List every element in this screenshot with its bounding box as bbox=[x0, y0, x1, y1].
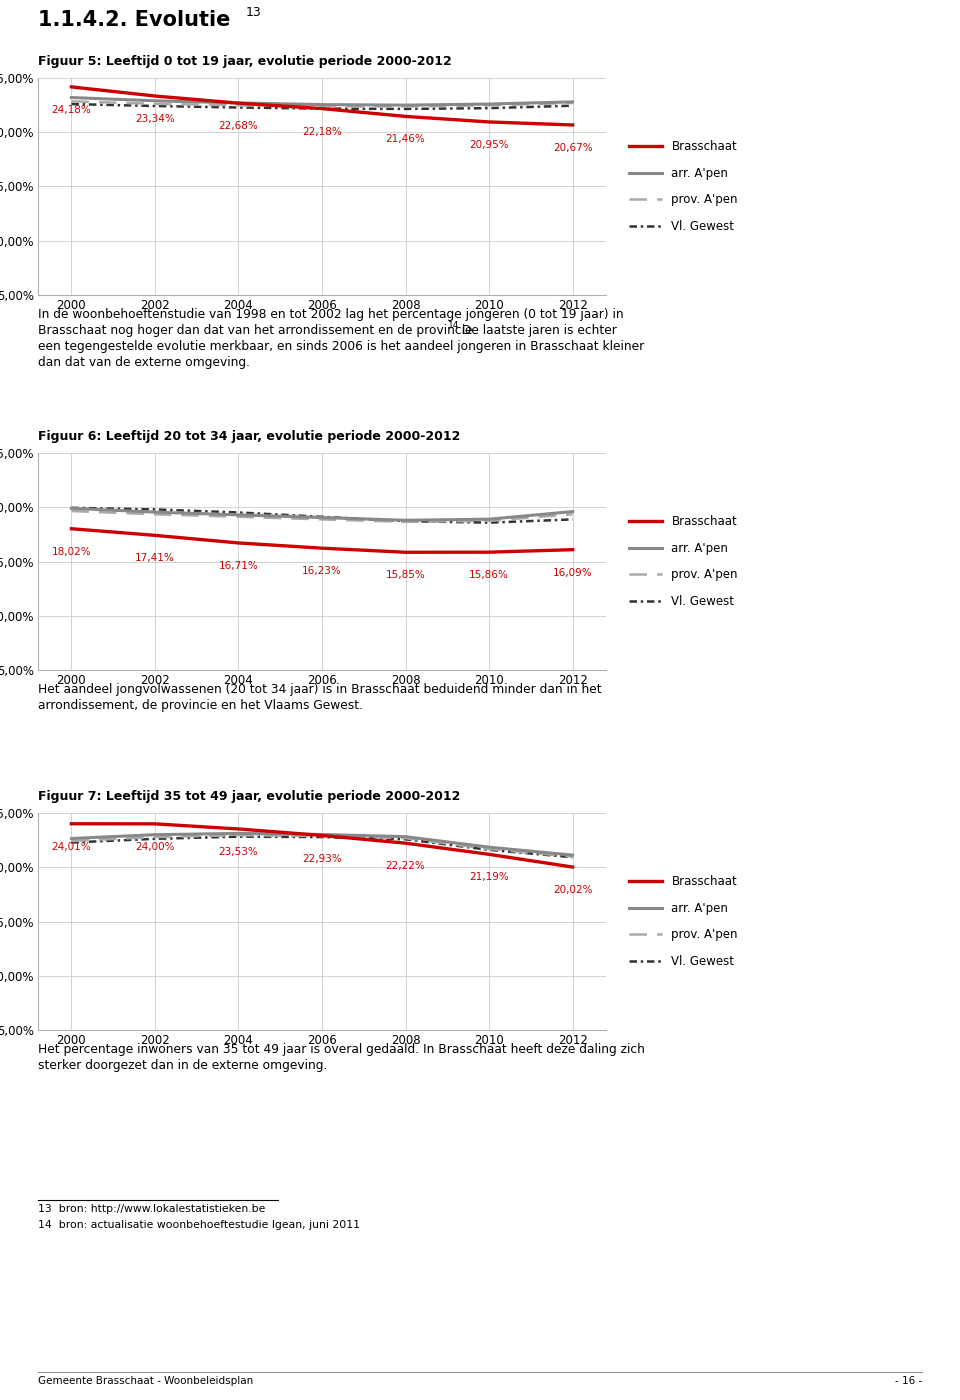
Text: Brasschaat nog hoger dan dat van het arrondissement en de provincie.: Brasschaat nog hoger dan dat van het arr… bbox=[38, 323, 476, 337]
Text: een tegengestelde evolutie merkbaar, en sinds 2006 is het aandeel jongeren in Br: een tegengestelde evolutie merkbaar, en … bbox=[38, 340, 644, 353]
Text: 14: 14 bbox=[448, 321, 460, 330]
Text: 20,02%: 20,02% bbox=[553, 885, 592, 895]
Text: Het aandeel jongvolwassenen (20 tot 34 jaar) is in Brasschaat beduidend minder d: Het aandeel jongvolwassenen (20 tot 34 j… bbox=[38, 683, 602, 696]
Text: 22,68%: 22,68% bbox=[219, 122, 258, 132]
Text: 17,41%: 17,41% bbox=[135, 553, 175, 563]
Text: Figuur 5: Leeftijd 0 tot 19 jaar, evolutie periode 2000-2012: Figuur 5: Leeftijd 0 tot 19 jaar, evolut… bbox=[38, 55, 452, 69]
Text: Figuur 6: Leeftijd 20 tot 34 jaar, evolutie periode 2000-2012: Figuur 6: Leeftijd 20 tot 34 jaar, evolu… bbox=[38, 430, 461, 442]
Legend: Brasschaat, arr. A'pen, prov. A'pen, Vl. Gewest: Brasschaat, arr. A'pen, prov. A'pen, Vl.… bbox=[629, 515, 738, 608]
Text: 20,95%: 20,95% bbox=[469, 140, 509, 150]
Text: 15,86%: 15,86% bbox=[469, 570, 509, 580]
Text: dan dat van de externe omgeving.: dan dat van de externe omgeving. bbox=[38, 356, 250, 370]
Text: 22,18%: 22,18% bbox=[302, 126, 342, 137]
Text: 22,93%: 22,93% bbox=[302, 854, 342, 864]
Text: Het percentage inwoners van 35 tot 49 jaar is overal gedaald. In Brasschaat heef: Het percentage inwoners van 35 tot 49 ja… bbox=[38, 1043, 645, 1056]
Text: 24,01%: 24,01% bbox=[52, 841, 91, 851]
Text: 20,67%: 20,67% bbox=[553, 143, 592, 153]
Legend: Brasschaat, arr. A'pen, prov. A'pen, Vl. Gewest: Brasschaat, arr. A'pen, prov. A'pen, Vl.… bbox=[629, 875, 738, 967]
Text: In de woonbehoeftenstudie van 1998 en tot 2002 lag het percentage jongeren (0 to: In de woonbehoeftenstudie van 1998 en to… bbox=[38, 308, 624, 321]
Text: 16,71%: 16,71% bbox=[219, 561, 258, 571]
Legend: Brasschaat, arr. A'pen, prov. A'pen, Vl. Gewest: Brasschaat, arr. A'pen, prov. A'pen, Vl.… bbox=[629, 140, 738, 232]
Text: 14  bron: actualisatie woonbehoeftestudie lgean, juni 2011: 14 bron: actualisatie woonbehoeftestudie… bbox=[38, 1219, 360, 1231]
Text: 18,02%: 18,02% bbox=[52, 547, 91, 557]
Text: 13  bron: http://www.lokalestatistieken.be: 13 bron: http://www.lokalestatistieken.b… bbox=[38, 1204, 265, 1214]
Text: 24,00%: 24,00% bbox=[135, 841, 175, 853]
Text: arrondissement, de provincie en het Vlaams Gewest.: arrondissement, de provincie en het Vlaa… bbox=[38, 699, 363, 713]
Text: 1.1.4.2. Evolutie: 1.1.4.2. Evolutie bbox=[38, 10, 230, 29]
Text: 16,23%: 16,23% bbox=[302, 566, 342, 577]
Text: Gemeente Brasschaat - Woonbeleidsplan: Gemeente Brasschaat - Woonbeleidsplan bbox=[38, 1376, 253, 1386]
Text: 21,19%: 21,19% bbox=[469, 872, 509, 882]
Text: 15,85%: 15,85% bbox=[386, 570, 425, 581]
Text: 24,18%: 24,18% bbox=[52, 105, 91, 115]
Text: Figuur 7: Leeftijd 35 tot 49 jaar, evolutie periode 2000-2012: Figuur 7: Leeftijd 35 tot 49 jaar, evolu… bbox=[38, 790, 461, 804]
Text: 21,46%: 21,46% bbox=[386, 134, 425, 144]
Text: - 16 -: - 16 - bbox=[895, 1376, 922, 1386]
Text: 13: 13 bbox=[246, 6, 262, 20]
Text: De laatste jaren is echter: De laatste jaren is echter bbox=[458, 323, 617, 337]
Text: 16,09%: 16,09% bbox=[553, 568, 592, 578]
Text: 22,22%: 22,22% bbox=[386, 861, 425, 871]
Text: 23,53%: 23,53% bbox=[219, 847, 258, 857]
Text: 23,34%: 23,34% bbox=[135, 113, 175, 125]
Text: sterker doorgezet dan in de externe omgeving.: sterker doorgezet dan in de externe omge… bbox=[38, 1058, 327, 1072]
